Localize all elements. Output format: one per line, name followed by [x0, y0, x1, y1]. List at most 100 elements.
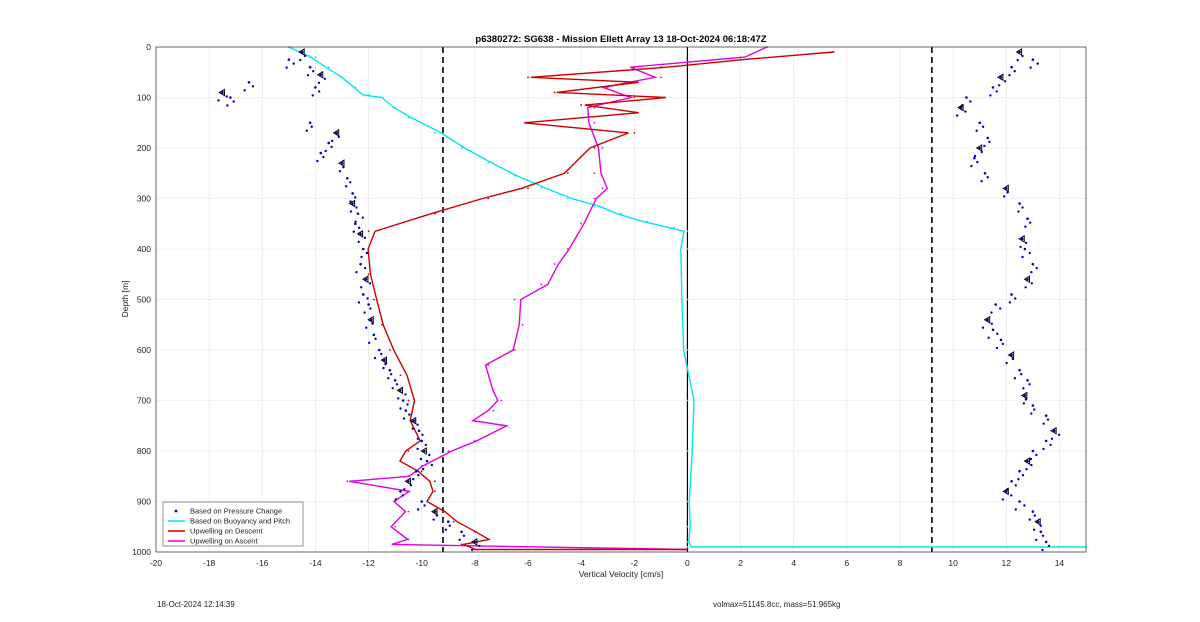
series-point [513, 298, 516, 301]
pressure-dot-descent [384, 362, 387, 366]
pressure-dot-ascent [1023, 247, 1027, 251]
pressure-dot-descent [458, 538, 461, 541]
x-tick-label: -18 [203, 558, 216, 568]
pressure-dot-descent [221, 91, 224, 94]
y-tick-label: 500 [137, 295, 151, 305]
pressure-dot-descent [412, 478, 415, 481]
pressure-dot-descent [399, 407, 402, 410]
x-tick-label: -12 [362, 558, 375, 568]
pressure-dot-descent [225, 95, 228, 98]
pressure-dot-descent [470, 548, 474, 552]
pressure-dot-descent [359, 232, 362, 236]
pressure-dot-ascent [1017, 210, 1020, 213]
pressure-dot-ascent [1030, 412, 1033, 415]
pressure-dot-ascent [1031, 449, 1035, 453]
series-point [686, 500, 689, 503]
y-tick-label: 900 [137, 497, 151, 507]
series-point [487, 364, 490, 367]
pressure-dot-descent [382, 366, 385, 370]
pressure-dot-ascent [1039, 530, 1043, 534]
pressure-dot-ascent [986, 318, 989, 322]
pressure-dot-ascent [1041, 534, 1045, 537]
pressure-dot-ascent [973, 154, 977, 158]
pressure-dot-descent [383, 358, 386, 362]
series-point [407, 538, 410, 541]
pressure-dot-descent [316, 159, 319, 163]
series-point [686, 349, 689, 351]
series-point [633, 66, 636, 69]
pressure-dot-ascent [1010, 494, 1013, 497]
pressure-dot-descent [395, 383, 399, 386]
series-point [394, 525, 397, 528]
pressure-dot-descent [314, 86, 317, 89]
pressure-dot-descent [357, 301, 361, 304]
pressure-dot-descent [374, 337, 377, 341]
pressure-dot-descent [305, 129, 308, 132]
pressure-dot-ascent [1028, 251, 1031, 255]
pressure-dot-descent [368, 341, 371, 345]
pressure-dot-ascent [1014, 508, 1017, 511]
x-tick-label: -20 [150, 558, 163, 568]
pressure-dot-ascent [955, 114, 959, 117]
pressure-dot-ascent [1028, 518, 1031, 521]
pressure-dot-descent [330, 139, 334, 143]
pressure-dot-ascent [1036, 520, 1040, 523]
series-point [434, 490, 436, 493]
pressure-dot-descent [430, 463, 434, 467]
triangle-marker [367, 315, 374, 324]
pressure-dot-descent [287, 58, 291, 61]
pressure-dot-descent [354, 196, 357, 199]
pressure-dot-ascent [1035, 453, 1038, 457]
pressure-dot-descent [337, 135, 340, 139]
pressure-dot-descent [408, 413, 411, 416]
series-point [686, 399, 689, 402]
series-point [686, 525, 689, 528]
series-point [407, 399, 410, 402]
series-point [580, 222, 583, 225]
triangle-marker [431, 507, 438, 516]
pressure-dot-descent [417, 429, 421, 433]
pressure-dot-descent [473, 540, 477, 544]
pressure-dot-ascent [1035, 266, 1038, 270]
pressure-dot-descent [360, 255, 363, 259]
pressure-dot-descent [404, 409, 408, 412]
pressure-dot-ascent [1021, 206, 1024, 209]
pressure-dot-ascent [1003, 80, 1007, 83]
pressure-dot-ascent [1035, 538, 1038, 541]
series-point [367, 230, 370, 233]
pressure-dot-ascent [1004, 187, 1008, 190]
pressure-dot-ascent [1041, 548, 1044, 552]
legend-box [162, 501, 304, 547]
pressure-dot-descent [359, 286, 363, 289]
series-point [633, 131, 636, 134]
pressure-dot-ascent [969, 100, 972, 103]
pressure-dot-ascent [1013, 377, 1017, 380]
series-line-upwelling-on-descent [367, 51, 834, 551]
series-point [473, 419, 476, 422]
series-point [460, 543, 463, 546]
pressure-dot-ascent [981, 125, 985, 128]
x-tick-label: -10 [416, 558, 429, 568]
pressure-dot-ascent [1044, 439, 1048, 443]
triangle-marker [338, 159, 345, 168]
series-point [492, 409, 495, 412]
pressure-dot-ascent [981, 326, 985, 329]
pressure-dot-descent [365, 326, 368, 329]
pressure-dot-descent [232, 100, 235, 103]
pressure-dot-ascent [1005, 361, 1008, 365]
pressure-dot-descent [387, 377, 390, 380]
pressure-dot-ascent [970, 164, 973, 168]
x-tick-label: 12 [1002, 558, 1012, 568]
series-point [500, 424, 503, 427]
x-tick-label: -2 [631, 558, 639, 568]
pressure-dot-descent [403, 488, 406, 491]
pressure-dot-descent [312, 70, 315, 73]
series-point [566, 172, 569, 175]
pressure-dot-ascent [1001, 342, 1005, 346]
pressure-dot-descent [369, 318, 373, 322]
pressure-dot-descent [367, 303, 370, 306]
series-point [420, 470, 423, 473]
series-point [593, 205, 596, 207]
series-point [380, 323, 383, 326]
pressure-dot-descent [355, 206, 358, 209]
